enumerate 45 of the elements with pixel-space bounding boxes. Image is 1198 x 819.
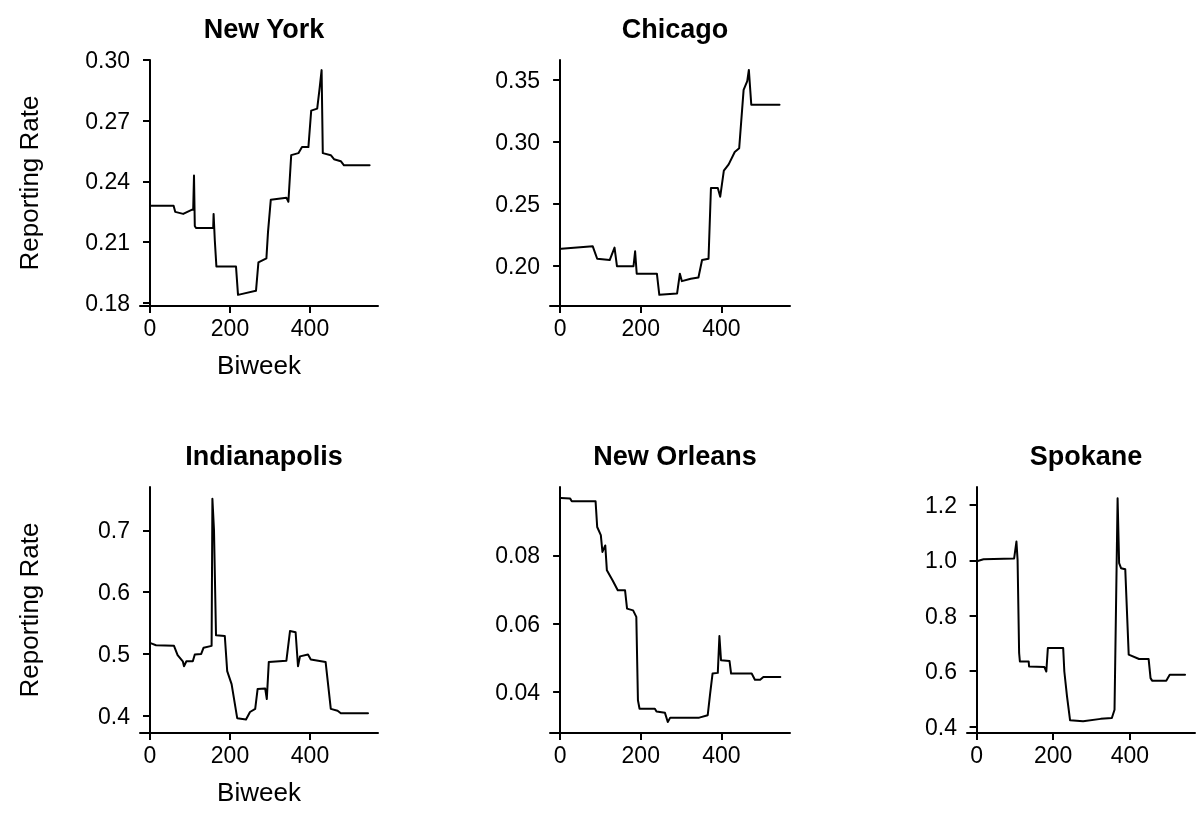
- y-tick-label: 0.21: [85, 229, 130, 256]
- chart-title: Indianapolis: [185, 440, 343, 471]
- x-tick-label: 0: [553, 314, 567, 341]
- y-tick-label: 0.8: [925, 602, 957, 629]
- y-tick-label: 0.20: [495, 253, 540, 280]
- x-tick-label: 400: [702, 314, 741, 341]
- x-tick-label: 200: [621, 741, 660, 768]
- chart-title: Chicago: [621, 13, 729, 44]
- y-tick-label: 1.2: [925, 492, 957, 519]
- x-tick-label: 400: [1110, 741, 1150, 768]
- x-tick-label: 400: [702, 741, 741, 768]
- x-tick-label: 200: [210, 314, 250, 341]
- chart-title: New Orleans: [593, 440, 757, 471]
- y-tick-label: 0.25: [495, 191, 540, 218]
- y-tick-label: 0.4: [98, 702, 131, 729]
- x-tick-label: 0: [553, 741, 567, 768]
- y-tick-label: 0.35: [495, 66, 540, 93]
- x-tick-label: 0: [143, 741, 157, 768]
- y-tick-label: 0.30: [85, 47, 130, 73]
- x-tick-label: 400: [290, 314, 330, 341]
- y-tick-label: 0.7: [98, 517, 130, 544]
- chart-title: New York: [203, 13, 326, 44]
- y-tick-label: 0.04: [495, 679, 541, 705]
- y-axis-title: Reporting Rate: [14, 522, 44, 698]
- y-tick-label: 0.5: [98, 640, 130, 667]
- y-tick-label: 0.27: [85, 107, 130, 134]
- x-tick-label: 0: [970, 741, 983, 768]
- y-tick-label: 0.6: [98, 579, 130, 606]
- chart-title: Spokane: [1029, 440, 1143, 471]
- y-tick-label: 0.4: [925, 713, 958, 740]
- y-tick-label: 1.0: [925, 547, 957, 574]
- y-tick-label: 0.06: [495, 610, 540, 637]
- y-tick-label: 0.08: [495, 542, 540, 569]
- x-tick-label: 200: [1034, 741, 1073, 768]
- x-tick-label: 200: [621, 314, 660, 341]
- y-tick-label: 0.24: [85, 168, 131, 195]
- x-axis-title: Biweek: [217, 777, 302, 807]
- y-axis-title: Reporting Rate: [14, 95, 44, 271]
- x-tick-label: 400: [290, 741, 330, 768]
- x-tick-label: 200: [210, 741, 250, 768]
- y-tick-label: 0.6: [925, 658, 957, 685]
- x-axis-title: Biweek: [217, 350, 302, 380]
- y-tick-label: 0.30: [495, 129, 540, 155]
- y-tick-label: 0.18: [85, 289, 130, 316]
- x-tick-label: 0: [143, 314, 157, 341]
